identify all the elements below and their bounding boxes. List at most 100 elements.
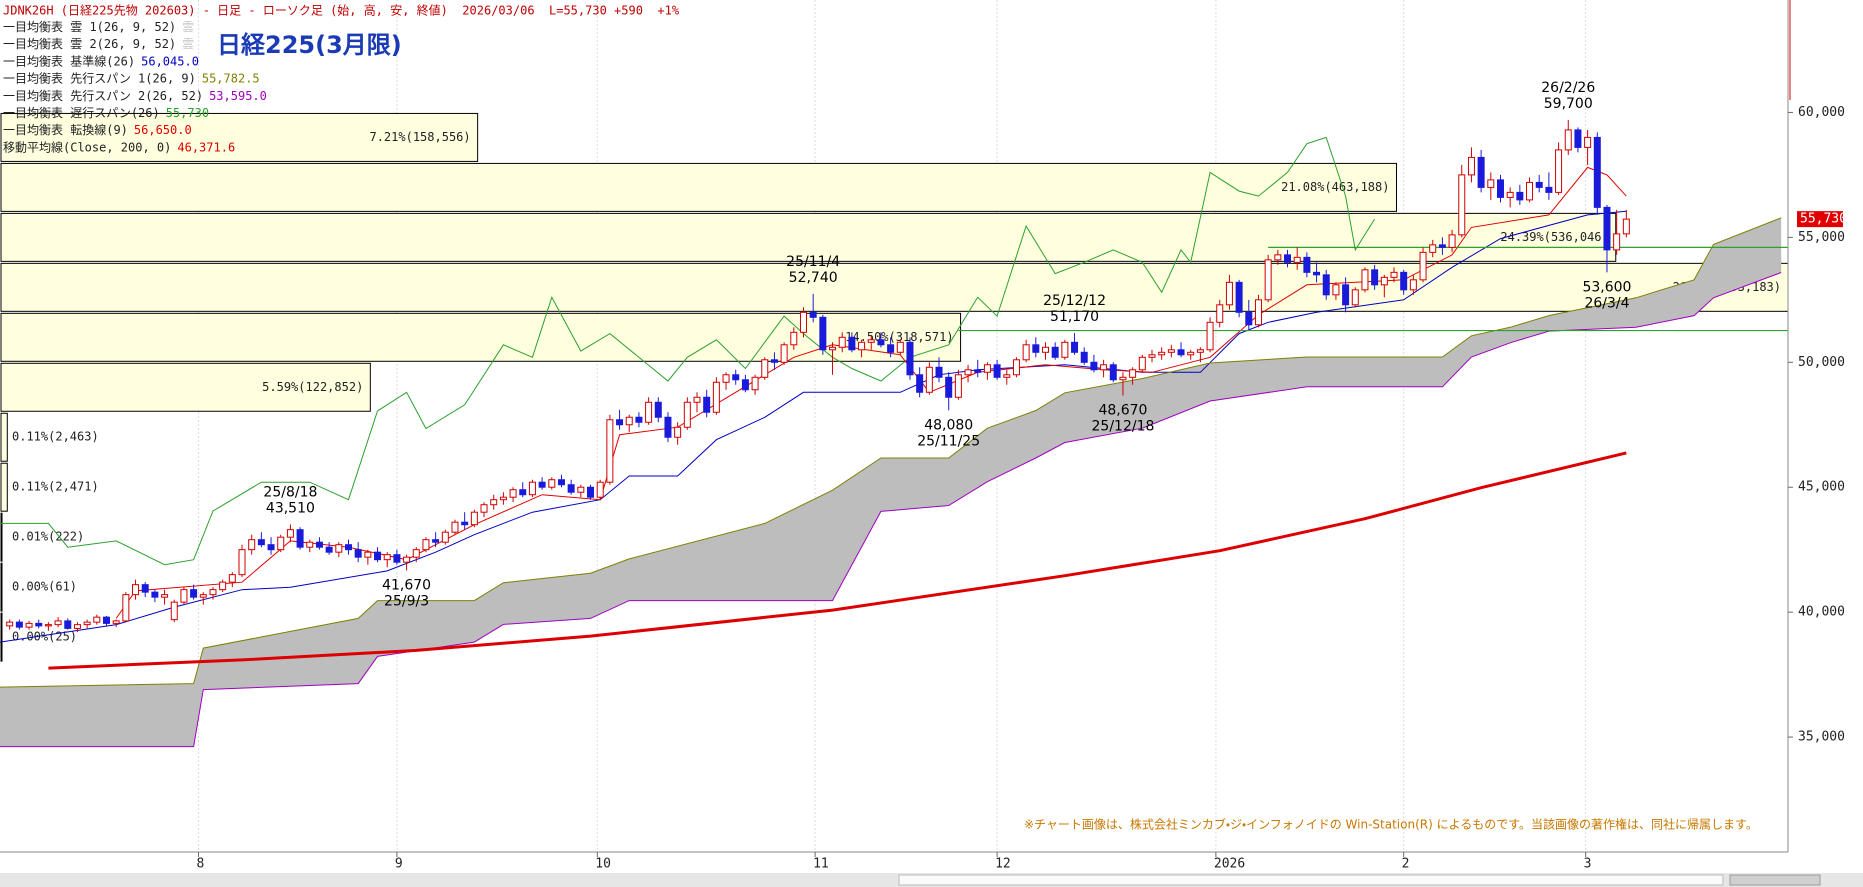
legend-label: 一目均衡表 遅行スパン(26) — [3, 106, 160, 120]
candle-body — [664, 416, 672, 438]
legend-entry: 一目均衡表 先行スパン 2(26, 52) 53,595.0 — [3, 88, 267, 102]
candle-body — [1254, 299, 1262, 326]
candle-body — [548, 479, 556, 488]
candle-body — [219, 581, 227, 591]
volume-box-label: 7.21%(158,556) — [369, 130, 470, 144]
candle-body — [1138, 356, 1146, 371]
legend-entry: 一目均衡表 雲 2(26, 9, 52) 雲 — [3, 37, 194, 51]
candle-body — [896, 341, 904, 353]
candle-body — [887, 344, 895, 353]
volume-box — [0, 312, 962, 362]
candle-body — [1303, 256, 1311, 273]
annotation-date: 25/8/18 — [263, 484, 317, 500]
indicator-line — [0, 136, 1376, 566]
candle-body — [1071, 341, 1079, 353]
candle-body — [1051, 346, 1059, 358]
legend-value: 53,595.0 — [209, 88, 267, 102]
annotation-value: 53,600 — [1582, 279, 1631, 295]
candle-body — [761, 359, 769, 378]
scrollbar-thumb[interactable] — [1729, 874, 1821, 886]
candle-body — [858, 341, 866, 351]
copyright: ※チャート画像は、株式会社ミンカブ・ジ・インフォノイドの Win-Station… — [1024, 817, 1758, 832]
candle-body — [1167, 349, 1175, 353]
candle-body — [567, 484, 575, 493]
candle-body — [306, 541, 314, 548]
candle-body — [1109, 364, 1117, 381]
volume-box — [0, 562, 3, 612]
candle-body — [1429, 244, 1437, 253]
candle-body — [161, 594, 169, 598]
volume-box — [0, 212, 1617, 262]
candle-body — [383, 554, 391, 561]
candle-body — [906, 341, 914, 376]
candle-body — [654, 401, 662, 418]
candle-body — [732, 374, 740, 381]
candle-body — [528, 481, 536, 496]
candle-body — [190, 589, 198, 598]
candle-body — [1245, 311, 1253, 326]
candle-body — [674, 426, 682, 438]
candle-body — [916, 374, 924, 393]
legend-entry: 一目均衡表 遅行スパン(26) 55,730 — [3, 106, 209, 120]
candle-body — [1003, 374, 1011, 378]
candle-body — [1119, 376, 1127, 381]
legend-label: 一目均衡表 先行スパン 1(26, 9) — [3, 71, 196, 85]
annotation-date: 25/11/4 — [786, 254, 840, 270]
y-tick-label: 60,000 — [1798, 105, 1845, 120]
annotation-value: 52,740 — [789, 270, 838, 286]
candle-body — [509, 489, 517, 498]
y-tick-label: 50,000 — [1798, 355, 1845, 370]
candle-body — [683, 401, 691, 428]
candle-body — [616, 419, 624, 426]
annotation-value: 41,670 — [382, 577, 431, 593]
candle-body — [770, 359, 778, 363]
candle-body — [1526, 181, 1534, 201]
candle-body — [1390, 271, 1398, 278]
candle-body — [267, 544, 275, 551]
candle-body — [703, 396, 711, 413]
candle-body — [35, 622, 43, 627]
candle-body — [64, 620, 72, 629]
volume-box-label: 21.08%(463,188) — [1281, 180, 1389, 194]
candle-body — [1487, 179, 1495, 188]
candle-body — [112, 620, 120, 624]
candle-body — [83, 621, 91, 626]
candle-body — [1313, 271, 1321, 276]
candle-body — [1564, 129, 1572, 151]
candle-body — [296, 529, 304, 548]
candle-body — [451, 521, 459, 533]
candle-body — [412, 549, 420, 558]
legend-label: 一目均衡表 雲 2(26, 9, 52) — [3, 37, 176, 51]
candle-body — [693, 396, 701, 403]
legend-value: 55,730 — [166, 106, 209, 120]
x-tick-label: 11 — [813, 857, 829, 872]
scrollbar — [0, 873, 1863, 887]
volume-box — [0, 162, 1397, 212]
volume-box — [0, 412, 8, 462]
candle-body — [132, 584, 140, 596]
candle-body — [44, 624, 52, 627]
candle-body — [1496, 179, 1504, 198]
candle-body — [199, 594, 207, 598]
candle-body — [625, 416, 633, 426]
annotation-value: 59,700 — [1544, 96, 1593, 112]
candle-body — [325, 546, 333, 553]
candle-body — [54, 620, 62, 626]
volume-box — [0, 512, 3, 562]
candle-body — [1458, 174, 1466, 236]
candle-body — [1032, 344, 1040, 353]
legend-entry: 一目均衡表 雲 1(26, 9, 52) 雲 — [3, 20, 194, 34]
x-tick-label: 3 — [1584, 857, 1592, 872]
candle-body — [993, 364, 1001, 378]
annotation-date: 25/11/25 — [917, 433, 980, 449]
candle-body — [751, 376, 759, 391]
annotation-value: 48,670 — [1098, 403, 1147, 419]
x-tick-label: 8 — [196, 857, 204, 872]
indicator-line — [0, 217, 1782, 688]
candle-body — [1274, 254, 1282, 261]
candle-body — [954, 374, 962, 398]
candle-body — [741, 379, 749, 391]
candle-body — [1158, 351, 1166, 356]
candle-body — [403, 556, 411, 563]
candle-body — [490, 499, 498, 506]
